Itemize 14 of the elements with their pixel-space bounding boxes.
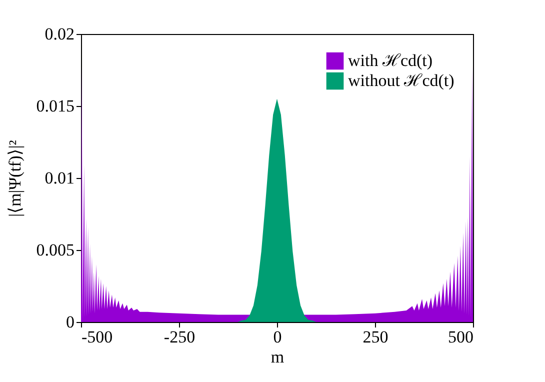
y-tick-label: 0 bbox=[66, 312, 74, 332]
legend-label: without ℋcd(t) bbox=[348, 71, 454, 90]
y-tick-label: 0.015 bbox=[36, 96, 74, 116]
y-tick-label: 0.005 bbox=[36, 240, 74, 260]
x-tick-label: -500 bbox=[82, 328, 113, 346]
legend-label: with ℋcd(t) bbox=[348, 51, 433, 70]
y-tick-label: 0.02 bbox=[44, 24, 74, 44]
y-axis-title: |⟨m|Ψ(tf)⟩|² bbox=[5, 140, 24, 217]
x-axis-title: m bbox=[270, 348, 284, 366]
x-tick-label: -250 bbox=[164, 328, 196, 346]
x-tick-label: 250 bbox=[362, 328, 388, 346]
x-tick-label: 500 bbox=[448, 328, 474, 346]
y-tick-label: 0.01 bbox=[44, 168, 74, 188]
x-tick-label: 0 bbox=[273, 328, 282, 346]
